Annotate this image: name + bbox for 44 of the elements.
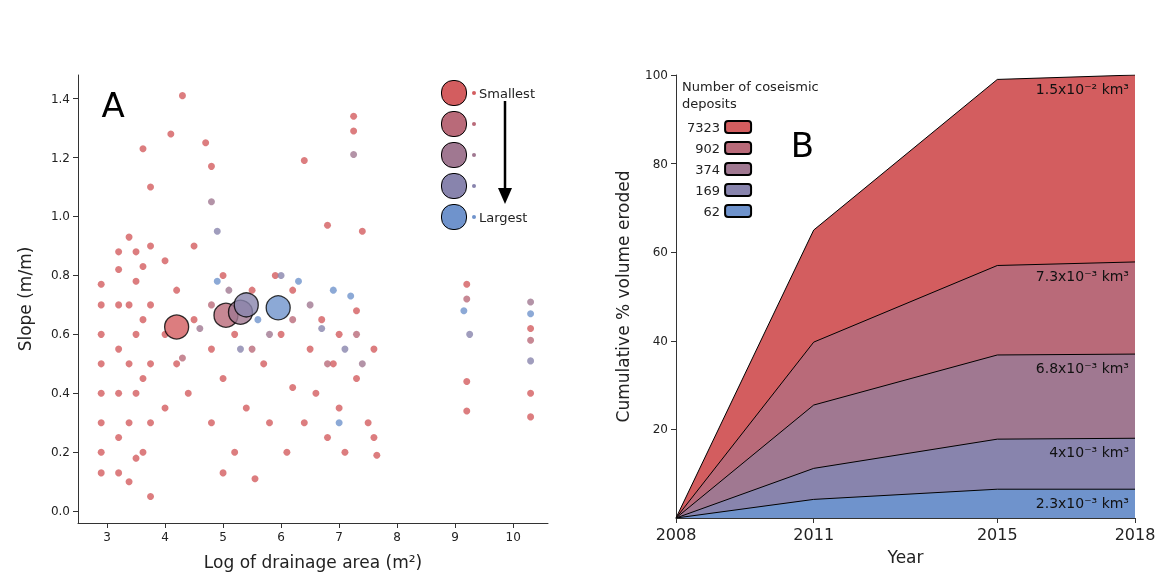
y-tick-label: 1.2 xyxy=(50,150,70,165)
x-axis-title: Year xyxy=(886,546,924,567)
legend-label: 7323 xyxy=(686,119,721,135)
legend-label: 62 xyxy=(703,203,721,219)
x-tick-label: 9 xyxy=(451,530,459,544)
legend-label: Smallest xyxy=(479,85,535,101)
x-tick-label: 10 xyxy=(505,530,521,544)
y-tick-label: 1.4 xyxy=(50,91,70,106)
x-tick-label: 4 xyxy=(161,530,169,544)
x-tick-label: 5 xyxy=(219,530,227,544)
x-tick-label: 2018 xyxy=(1114,524,1156,544)
y-tick-label: 1.0 xyxy=(50,209,70,224)
x-tick-label: 7 xyxy=(335,530,343,544)
y-tick-label: 100 xyxy=(645,68,668,82)
legend-label: 169 xyxy=(695,182,721,198)
x-tick-label: 2015 xyxy=(976,524,1018,544)
annotation: 6.8x10⁻³ km³ xyxy=(1035,360,1129,377)
annotation: 2.3x10⁻³ km³ xyxy=(1035,495,1129,512)
x-tick-label: 2008 xyxy=(655,524,697,544)
x-tick-label: 8 xyxy=(393,530,401,544)
x-axis-title: Log of drainage area (m²) xyxy=(203,551,423,572)
y-axis-title: Slope (m/m) xyxy=(14,246,35,352)
annotation: 4x10⁻³ km³ xyxy=(1049,444,1129,461)
y-tick-label: 20 xyxy=(652,422,668,437)
y-tick-label: 60 xyxy=(652,245,668,260)
x-tick-label: 3 xyxy=(103,530,111,544)
y-tick-label: 0.8 xyxy=(50,268,70,283)
y-tick-label: 0.2 xyxy=(50,445,70,460)
annotation: A xyxy=(101,85,125,126)
y-tick-label: 80 xyxy=(652,156,668,171)
legend-label: 374 xyxy=(695,161,721,177)
y-tick-label: 0.0 xyxy=(50,504,70,519)
annotation: 1.5x10⁻² km³ xyxy=(1035,81,1129,97)
legend-label: Largest xyxy=(479,209,528,225)
y-tick-label: 0.6 xyxy=(50,327,70,342)
y-tick-label: 40 xyxy=(652,333,668,348)
y-tick-label: 0.4 xyxy=(50,386,70,401)
x-tick-label: 2011 xyxy=(793,524,835,544)
x-tick-label: 6 xyxy=(277,530,285,544)
annotation: B xyxy=(790,125,815,166)
y-axis-title: Cumulative % volume eroded xyxy=(612,170,633,423)
legend-title: Number of coseismic deposits xyxy=(682,79,823,111)
legend-label: 902 xyxy=(695,140,721,156)
annotation: 7.3x10⁻³ km³ xyxy=(1035,267,1129,284)
